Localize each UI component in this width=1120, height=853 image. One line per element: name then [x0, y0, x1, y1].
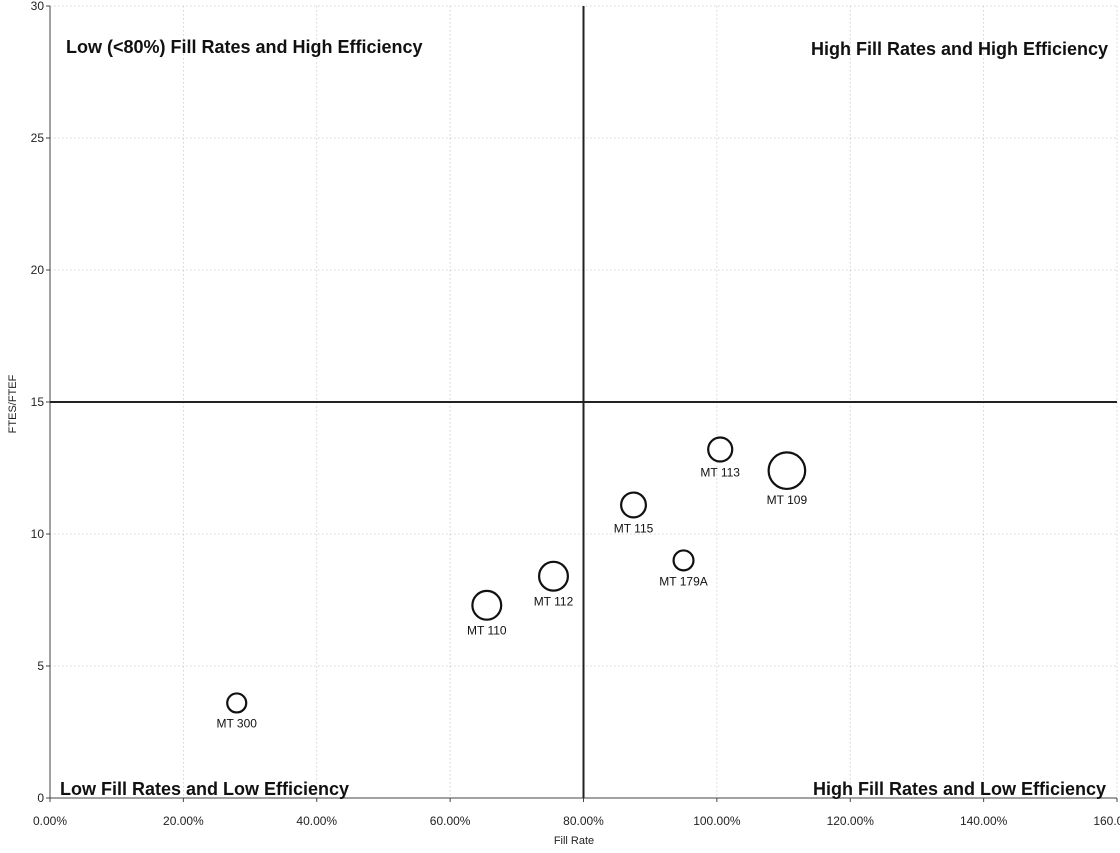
- y-tick-label: 20: [31, 263, 45, 277]
- y-tick-label: 10: [31, 527, 45, 541]
- bubble-point: [672, 549, 695, 572]
- quadrant-label-bottom-right: High Fill Rates and Low Efficiency: [813, 779, 1106, 799]
- x-tick-label: 60.00%: [430, 814, 471, 828]
- bubble-label: MT 112: [534, 595, 574, 609]
- bubble-point: [620, 491, 648, 519]
- bubble-label: MT 110: [467, 624, 507, 638]
- bubble-label: MT 115: [614, 521, 654, 535]
- bubble-point: [226, 692, 248, 714]
- y-tick-label: 0: [37, 791, 44, 805]
- x-tick-label: 120.00%: [827, 814, 875, 828]
- bubble-label: MT 179A: [659, 574, 707, 588]
- x-tick-label: 140.00%: [960, 814, 1008, 828]
- x-tick-label: 20.00%: [163, 814, 204, 828]
- y-tick-label: 30: [31, 0, 45, 13]
- x-tick-label: 40.00%: [296, 814, 337, 828]
- x-axis-title: Fill Rate: [554, 835, 594, 847]
- bubble-point: [707, 436, 734, 463]
- y-tick-label: 5: [37, 659, 44, 673]
- data-points: MT 300 MT 110 MT 112 MT 115 MT 179A MT 113 MT …: [216, 436, 808, 730]
- axis-layer: 0.00% 20.00% 40.00% 60.00% 80.00% 100.00% 120.…: [31, 0, 1120, 828]
- quadrant-label-top-left: Low (<80%) Fill Rates and High Efficienc…: [66, 37, 423, 57]
- y-tick-label: 15: [31, 395, 45, 409]
- bubble-label: MT 300: [216, 716, 257, 730]
- bubble-point: [767, 451, 807, 491]
- bubble-label: MT 109: [767, 493, 808, 507]
- bubble-point: [471, 589, 503, 621]
- x-tick-label: 100.00%: [693, 814, 741, 828]
- quadrant-label-bottom-left: Low Fill Rates and Low Efficiency: [60, 779, 349, 799]
- x-tick-label: 0.00%: [33, 814, 67, 828]
- x-tick-label: 80.00%: [563, 814, 604, 828]
- quadrant-label-top-right: High Fill Rates and High Efficiency: [811, 39, 1108, 59]
- bubble-point: [537, 560, 569, 592]
- y-tick-label: 25: [31, 131, 45, 145]
- bubble-label: MT 113: [700, 466, 740, 480]
- y-axis-title: FTES/FTEF: [7, 374, 19, 433]
- quadrant-dividers: [50, 6, 1117, 798]
- x-tick-label: 160.00%: [1093, 814, 1120, 828]
